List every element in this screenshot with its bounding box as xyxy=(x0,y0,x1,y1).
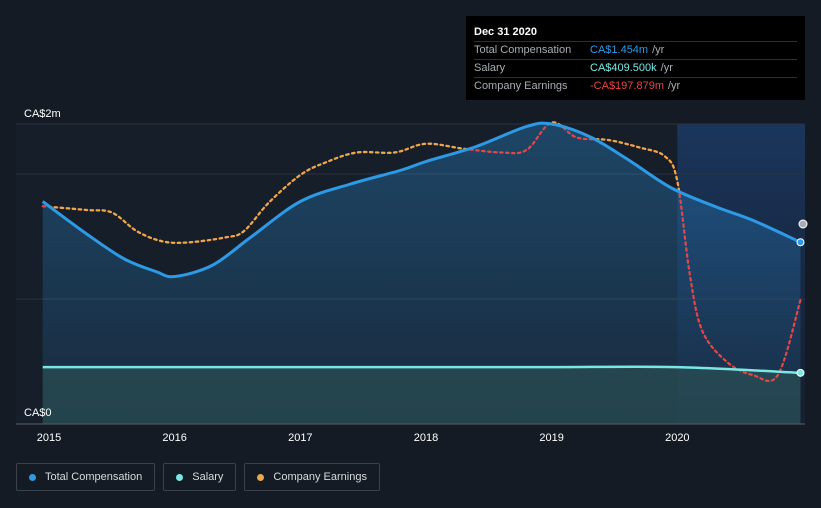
legend-item-salary[interactable]: Salary xyxy=(163,463,237,491)
salary-point xyxy=(796,368,805,377)
tooltip-row-company-earnings: Company Earnings -CA$197.879m /yr xyxy=(474,77,797,95)
x-tick-label: 2016 xyxy=(162,432,186,444)
x-tick-label: 2015 xyxy=(37,432,61,444)
x-tick-label: 2018 xyxy=(414,432,438,444)
salary-line xyxy=(42,365,801,375)
tooltip-date: Dec 31 2020 xyxy=(474,26,537,38)
salary-area xyxy=(42,366,801,424)
tooltip: Dec 31 2020 Total Compensation CA$1.454m… xyxy=(466,16,805,100)
chart-legend: Total Compensation Salary Company Earnin… xyxy=(16,463,380,491)
total-compensation-area xyxy=(42,123,801,425)
legend-label: Total Compensation xyxy=(45,471,143,483)
legend-dot-icon xyxy=(257,473,265,481)
tooltip-unit: /yr xyxy=(652,44,665,56)
tooltip-label: Salary xyxy=(474,62,506,74)
tooltip-label: Total Compensation xyxy=(474,44,572,56)
legend-item-company-earnings[interactable]: Company Earnings xyxy=(244,463,380,491)
tooltip-label: Company Earnings xyxy=(474,80,568,92)
y-tick-label: CA$2m xyxy=(24,108,61,120)
x-tick-label: 2017 xyxy=(288,432,312,444)
total-compensation-point xyxy=(796,238,805,247)
x-tick-label: 2020 xyxy=(665,432,689,444)
legend-label: Salary xyxy=(192,471,224,483)
legend-dot-icon xyxy=(176,473,184,481)
tooltip-value: CA$409.500k xyxy=(590,62,657,74)
tooltip-row-total-compensation: Total Compensation CA$1.454m /yr xyxy=(474,41,797,59)
compensation-chart: CA$2m CA$0 2015 2016 2017 2018 2019 2020 xyxy=(16,108,808,444)
legend-dot-icon xyxy=(29,473,36,481)
legend-item-total-compensation[interactable]: Total Compensation xyxy=(16,463,156,491)
total-compensation-line xyxy=(41,121,802,279)
tooltip-value: -CA$197.879m xyxy=(590,80,664,92)
company-earnings-point xyxy=(798,219,808,229)
tooltip-row-salary: Salary CA$409.500k /yr xyxy=(474,59,797,77)
tooltip-unit: /yr xyxy=(660,62,673,74)
y-tick-label: CA$0 xyxy=(24,407,52,419)
legend-label: Company Earnings xyxy=(273,471,367,483)
tooltip-value: CA$1.454m xyxy=(590,44,649,56)
x-tick-label: 2019 xyxy=(539,432,563,444)
tooltip-unit: /yr xyxy=(668,80,681,92)
